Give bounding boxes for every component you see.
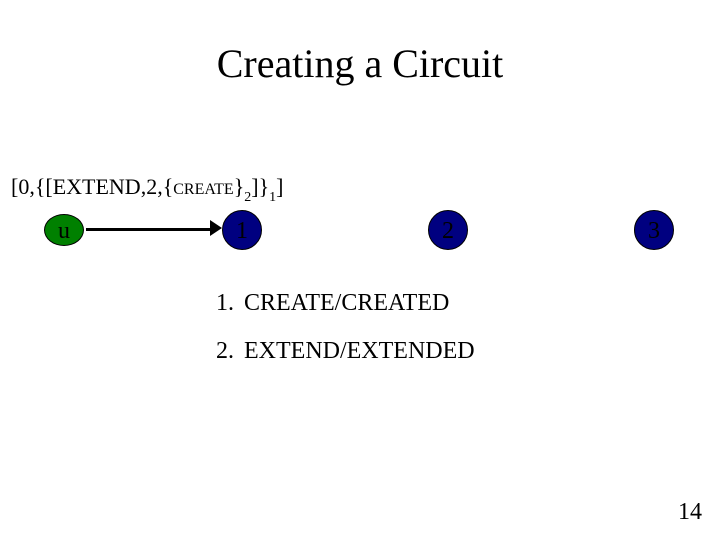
list-item-number: 2. — [216, 338, 234, 364]
node-1: 1 — [222, 210, 262, 250]
page-title: Creating a Circuit — [0, 40, 720, 87]
list-item: 1. CREATE/CREATED — [216, 290, 449, 317]
node-label: 1 — [223, 211, 261, 249]
list-item: 2. EXTEND/EXTENDED — [216, 338, 475, 365]
notation-text: [0,{[EXTEND,2,{CREATE}2]}1] — [11, 174, 283, 204]
node-label: u — [45, 215, 83, 245]
node-u: u — [44, 214, 84, 246]
list-item-text: CREATE/CREATED — [244, 290, 449, 316]
list-item-number: 1. — [216, 290, 234, 316]
node-2: 2 — [428, 210, 468, 250]
list-item-text: EXTEND/EXTENDED — [244, 338, 475, 364]
edge-u-1 — [86, 228, 210, 231]
node-label: 2 — [429, 211, 467, 249]
arrowhead-icon — [210, 220, 222, 236]
node-3: 3 — [634, 210, 674, 250]
node-label: 3 — [635, 211, 673, 249]
page-number: 14 — [678, 499, 702, 526]
